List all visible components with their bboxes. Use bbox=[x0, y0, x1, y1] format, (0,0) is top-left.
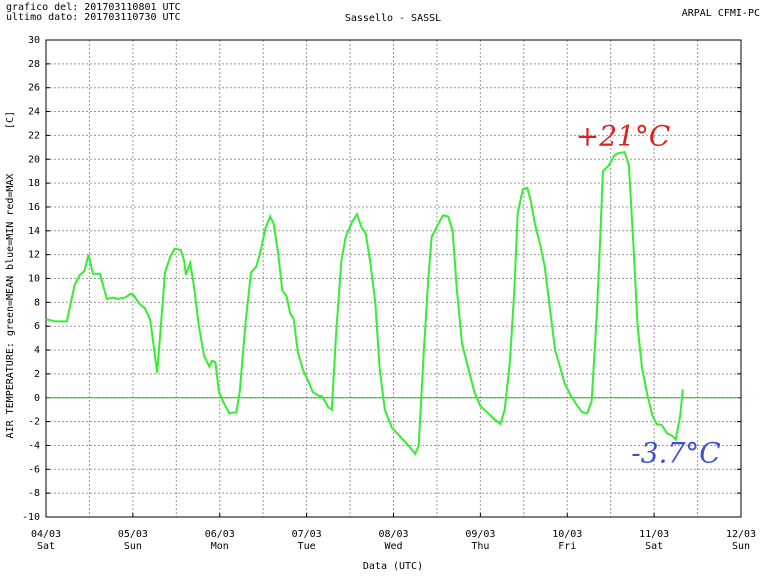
x-tick-label: 08/03 bbox=[378, 529, 408, 540]
x-tick-label: 11/03 bbox=[639, 529, 669, 540]
x-tick-day: Sat bbox=[645, 541, 663, 552]
x-tick-label: 12/03 bbox=[726, 529, 756, 540]
y-tick-label: 12 bbox=[28, 250, 40, 261]
x-tick-day: Tue bbox=[298, 541, 316, 552]
y-tick-label: 2 bbox=[34, 369, 40, 380]
y-tick-label: -8 bbox=[28, 488, 40, 499]
x-tick-day: Sat bbox=[37, 541, 55, 552]
x-tick-day: Thu bbox=[471, 541, 489, 552]
x-tick-day: Sun bbox=[124, 541, 142, 552]
y-tick-label: -10 bbox=[22, 512, 40, 523]
y-tick-label: 16 bbox=[28, 202, 40, 213]
y-axis-label: AIR TEMPERATURE: green=MEAN blue=MIN red… bbox=[5, 174, 16, 439]
y-tick-label: 0 bbox=[34, 393, 40, 404]
x-tick-label: 04/03 bbox=[31, 529, 61, 540]
annotation: +21°C bbox=[576, 120, 671, 153]
y-tick-label: 24 bbox=[28, 107, 40, 118]
y-tick-label: 28 bbox=[28, 59, 40, 70]
x-tick-label: 06/03 bbox=[205, 529, 235, 540]
x-tick-day: Wed bbox=[384, 541, 402, 552]
x-tick-day: Fri bbox=[558, 541, 576, 552]
x-tick-label: 05/03 bbox=[118, 529, 148, 540]
header-line: grafico del: 201703110801 UTC bbox=[6, 2, 181, 13]
header-line: ultimo dato: 201703110730 UTC bbox=[6, 12, 181, 23]
x-tick-label: 07/03 bbox=[292, 529, 322, 540]
x-tick-label: 10/03 bbox=[552, 529, 582, 540]
header-right: ARPAL CFMI-PC bbox=[682, 8, 760, 19]
y-tick-label: 22 bbox=[28, 130, 40, 141]
x-tick-day: Mon bbox=[211, 541, 229, 552]
y-tick-label: 10 bbox=[28, 274, 40, 285]
y-tick-label: -6 bbox=[28, 464, 40, 475]
y-tick-label: 6 bbox=[34, 321, 40, 332]
y-tick-label: 26 bbox=[28, 83, 40, 94]
plot-frame bbox=[45, 39, 742, 518]
x-tick-label: 09/03 bbox=[465, 529, 495, 540]
chart-title: Sassello - SASSL bbox=[345, 13, 441, 24]
y-tick-label: 14 bbox=[28, 226, 40, 237]
x-axis-label: Data (UTC) bbox=[363, 561, 423, 572]
y-tick-label: 30 bbox=[28, 35, 40, 46]
x-tick-day: Sun bbox=[732, 541, 750, 552]
y-tick-label: 20 bbox=[28, 154, 40, 165]
y-tick-label: 4 bbox=[34, 345, 40, 356]
y-tick-label: 8 bbox=[34, 297, 40, 308]
annotation: -3.7°C bbox=[631, 437, 720, 470]
y-tick-label: 18 bbox=[28, 178, 40, 189]
y-axis-unit: [C] bbox=[5, 111, 16, 129]
temperature-line bbox=[45, 150, 684, 456]
y-tick-label: -4 bbox=[28, 440, 40, 451]
y-tick-label: -2 bbox=[28, 417, 40, 428]
